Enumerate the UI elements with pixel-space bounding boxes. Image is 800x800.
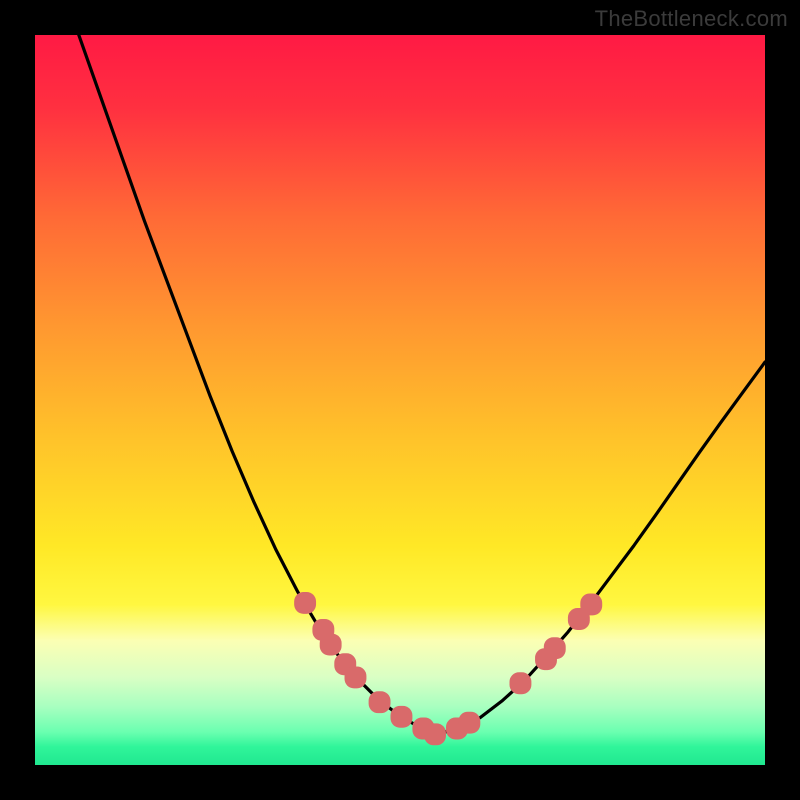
data-marker bbox=[391, 706, 413, 728]
right-curve bbox=[437, 362, 766, 734]
data-marker bbox=[458, 712, 480, 734]
data-marker bbox=[424, 723, 446, 745]
data-marker bbox=[544, 637, 566, 659]
left-curve bbox=[79, 35, 437, 734]
data-marker bbox=[580, 593, 602, 615]
data-marker bbox=[320, 634, 342, 656]
data-marker bbox=[345, 666, 367, 688]
data-marker bbox=[294, 592, 316, 614]
chart-svg-layer bbox=[35, 35, 765, 765]
data-marker bbox=[510, 672, 532, 694]
watermark-text: TheBottleneck.com bbox=[595, 6, 788, 32]
chart-plot-area bbox=[35, 35, 765, 765]
data-marker bbox=[369, 691, 391, 713]
